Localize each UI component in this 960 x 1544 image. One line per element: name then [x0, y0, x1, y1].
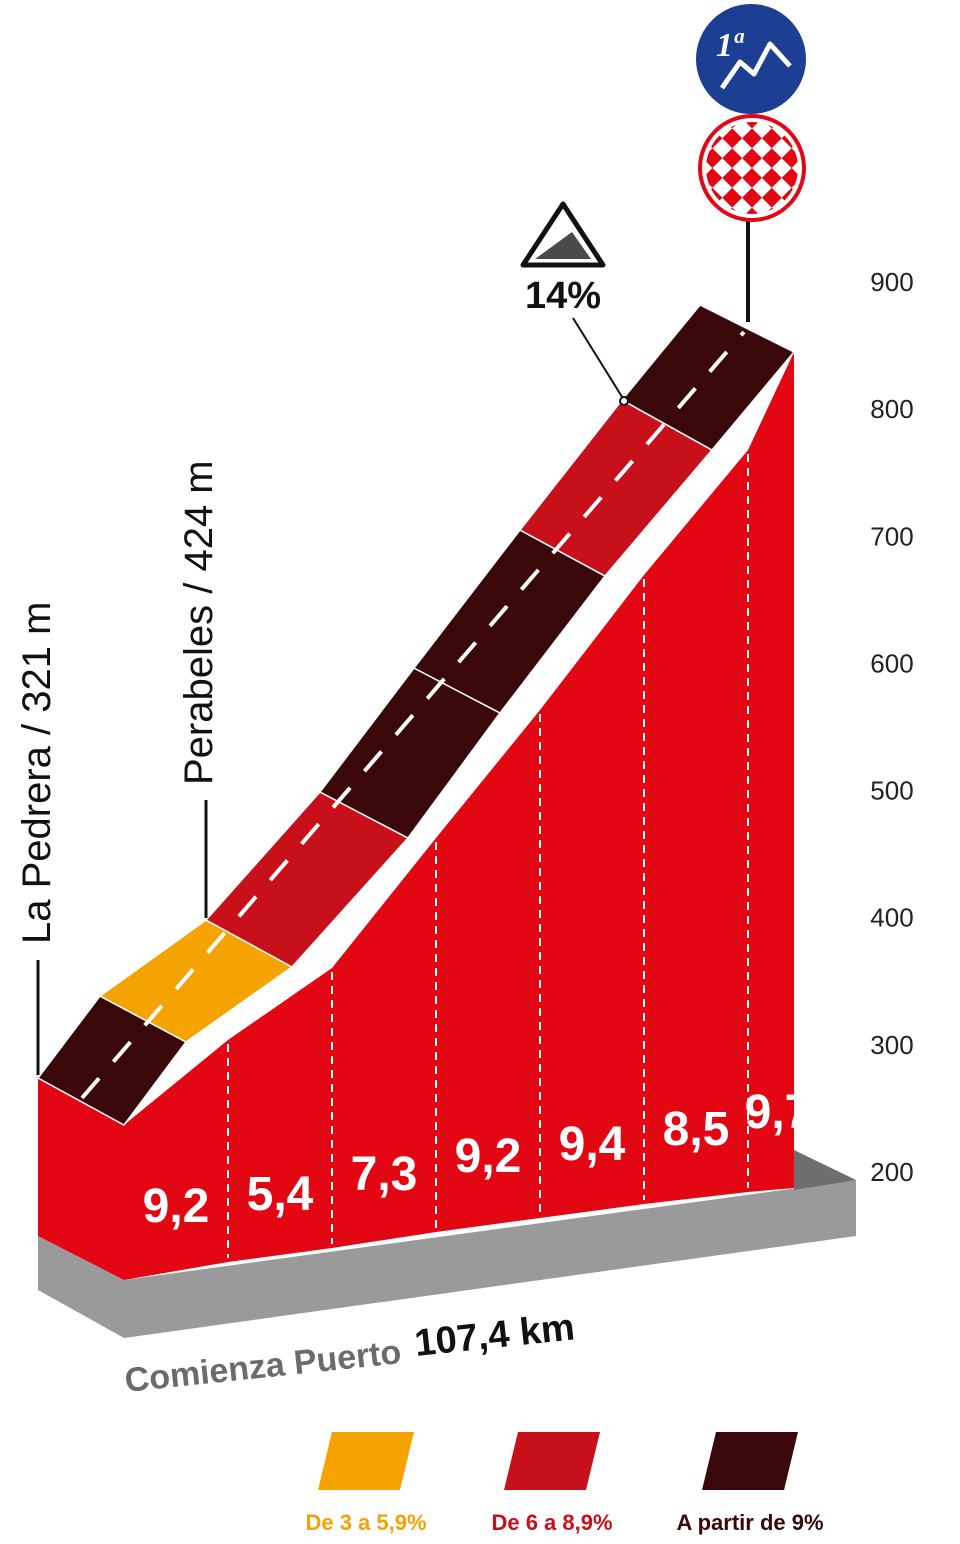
legend-swatch [318, 1432, 414, 1490]
start-km: 107,4 km [413, 1306, 577, 1365]
side-face-km [228, 968, 332, 1262]
y-tick-label: 900 [870, 267, 913, 297]
road-top [36, 304, 796, 1126]
grade-label: 7,3 [351, 1148, 418, 1201]
grade-label: 9,7 [745, 1086, 812, 1139]
legend: De 3 a 5,9% De 6 a 8,9% A partir de 9% [305, 1432, 824, 1535]
side-face-km [644, 450, 748, 1204]
category-badge-icon: 1ª [696, 4, 806, 114]
y-tick-label: 400 [870, 903, 913, 933]
slope-icon [535, 232, 591, 259]
grade-label: 9,4 [559, 1118, 626, 1171]
checker-square [761, 187, 782, 208]
max-gradient-label: 14% [525, 275, 601, 317]
grade-label: 9,2 [455, 1130, 522, 1183]
finish-flag-icon [698, 114, 806, 247]
y-tick-label: 200 [870, 1157, 913, 1187]
y-axis: 200 300 400 500 600 700 800 900 [870, 267, 913, 1187]
road-segment [620, 304, 796, 451]
annotation-la-pedrera: La Pedrera / 321 m [15, 602, 59, 1075]
checker-square [722, 167, 743, 188]
legend-label: A partir de 9% [676, 1510, 823, 1535]
legend-label: De 6 a 8,9% [491, 1510, 612, 1535]
start-label: Comienza Puerto [123, 1333, 403, 1400]
checker-square [742, 227, 762, 247]
road-centre-line [80, 330, 746, 1100]
la-pedrera-label: La Pedrera / 321 m [15, 602, 59, 944]
category-label: 1ª [716, 27, 745, 64]
max-gradient-sign: 14% [520, 201, 629, 406]
km-dividers [227, 454, 749, 1258]
side-face-km [332, 838, 436, 1248]
y-tick-label: 700 [870, 521, 913, 551]
checker-square [722, 148, 743, 168]
legend-swatch [504, 1432, 600, 1490]
side-face-km [124, 1040, 228, 1280]
legend-swatch [702, 1432, 798, 1490]
checker-square [761, 167, 782, 188]
side-face-km [748, 352, 794, 1192]
side-face-start [38, 1078, 124, 1280]
y-tick-label: 800 [870, 394, 913, 424]
base-slab [38, 1150, 856, 1338]
grade-label: 9,2 [143, 1180, 210, 1233]
grade-labels: 9,2 5,4 7,3 9,2 9,4 8,5 9,7 [143, 1086, 812, 1233]
checker-square [761, 128, 782, 149]
side-face-km [540, 575, 644, 1218]
legend-item: A partir de 9% [676, 1432, 824, 1535]
y-tick-label: 600 [870, 648, 913, 678]
legend-item: De 6 a 8,9% [491, 1432, 613, 1535]
profile-side [38, 352, 794, 1280]
checker-square [722, 187, 743, 208]
checker-square [722, 128, 743, 149]
y-tick-label: 300 [870, 1030, 913, 1060]
annotation-perabeles: Perabeles / 424 m [177, 460, 221, 918]
legend-label: De 3 a 5,9% [305, 1510, 426, 1535]
y-tick-label: 500 [870, 776, 913, 806]
side-face-km [436, 710, 540, 1232]
legend-item: De 3 a 5,9% [305, 1432, 427, 1535]
grade-label: 5,4 [247, 1168, 314, 1221]
perabeles-label: Perabeles / 424 m [177, 460, 221, 785]
checker-square [761, 148, 782, 168]
summit-markers: 1ª [696, 4, 806, 322]
grade-label: 8,5 [663, 1103, 730, 1156]
